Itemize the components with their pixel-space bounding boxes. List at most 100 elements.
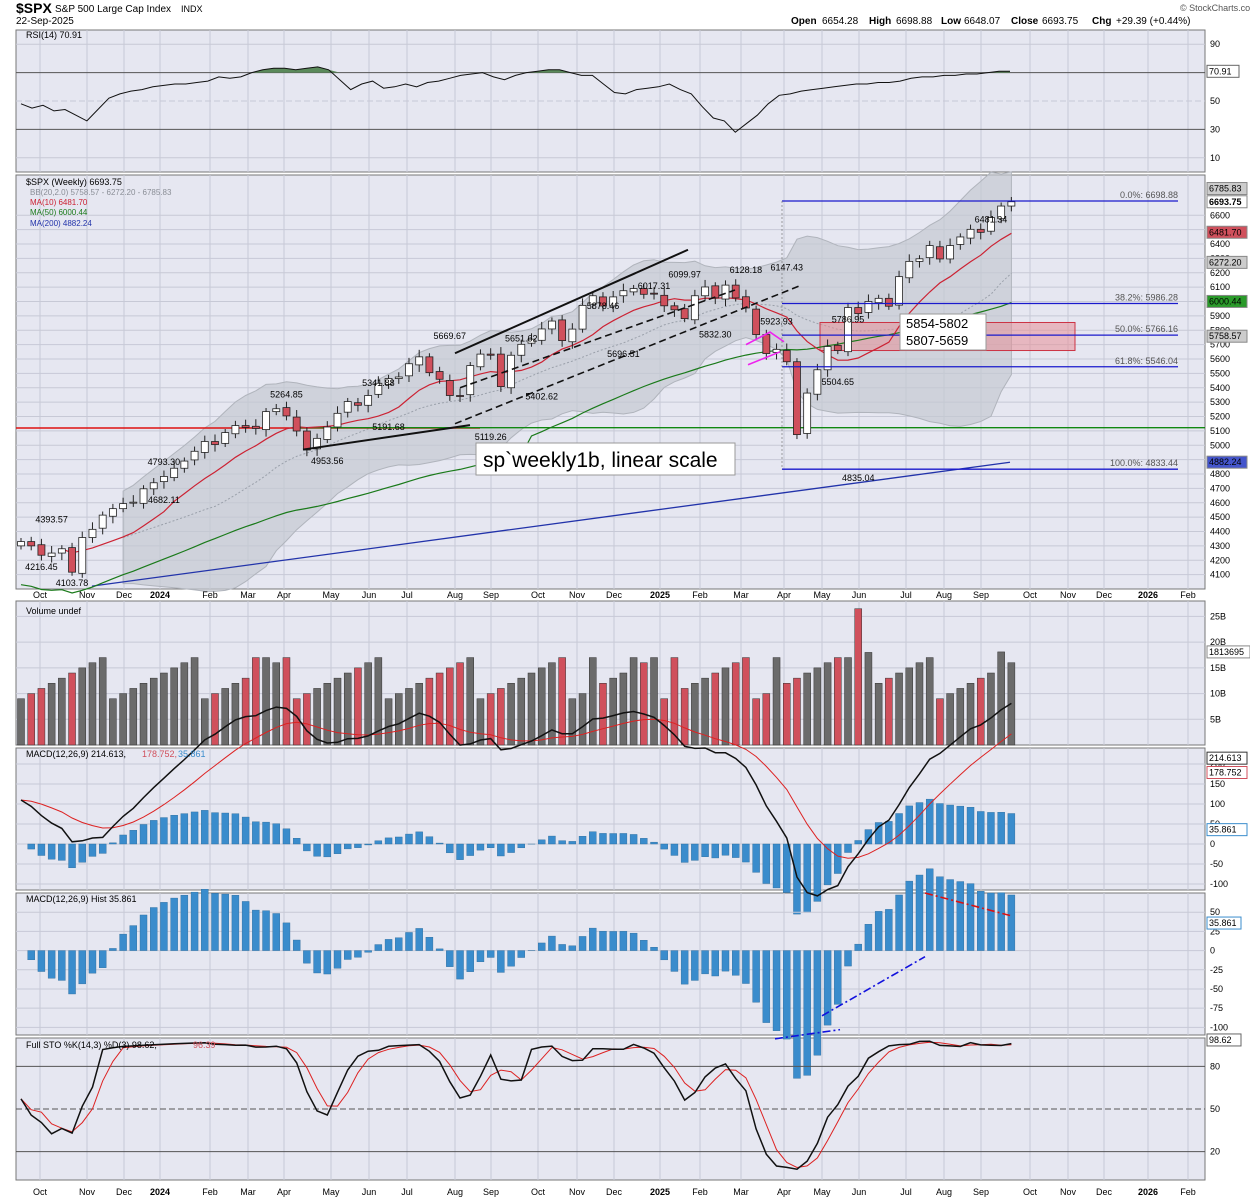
price-annotation: 5402.62 xyxy=(525,391,558,401)
hist-bar xyxy=(946,879,954,951)
rsi-last-value: 70.91 xyxy=(1209,66,1232,76)
volume-legend: Volume undef xyxy=(26,606,82,616)
candle-body xyxy=(323,426,332,440)
macd-hist-bar xyxy=(88,843,97,857)
chart-note: sp`weekly1b, linear scale xyxy=(483,449,718,472)
volume-bar xyxy=(333,677,342,746)
hist-bar xyxy=(435,948,444,951)
price-annotation: 6099.97 xyxy=(668,269,701,279)
x-tick-label-bottom: Oct xyxy=(531,1187,546,1197)
chart-name: S&P 500 Large Cap Index xyxy=(55,4,171,15)
candle-body xyxy=(466,365,475,396)
price-right-badge xyxy=(1206,255,1248,269)
hist-y-tick: 0 xyxy=(1210,946,1215,956)
ma10-legend: MA(10) 6481.70 xyxy=(30,198,88,207)
hist-bar xyxy=(701,950,709,975)
macd-hist-bar xyxy=(711,843,719,859)
volume-bar xyxy=(793,677,801,746)
volume-bar xyxy=(731,662,740,746)
hist-bar xyxy=(333,950,342,969)
volume-bar xyxy=(742,657,750,746)
candle-body xyxy=(915,258,924,262)
macd-hist-bar xyxy=(977,811,985,845)
volume-bar xyxy=(252,657,260,746)
volume-bar xyxy=(885,677,893,746)
candle-body xyxy=(537,328,546,341)
volume-bar xyxy=(854,608,862,746)
hist-bar xyxy=(762,950,771,1023)
hist-bar xyxy=(619,931,628,951)
hist-bar xyxy=(670,950,679,972)
zone-label-2: 5807-5659 xyxy=(906,333,968,348)
hist-bar xyxy=(987,892,995,951)
watermark: © StockCharts.com xyxy=(1180,3,1250,13)
x-tick-label-bottom: Aug xyxy=(447,1187,463,1197)
rsi-last-badge xyxy=(1206,64,1240,78)
stoch-k-line xyxy=(20,1040,1012,1170)
candle-body xyxy=(211,441,219,445)
volume-bar xyxy=(997,651,1005,746)
hist-bar xyxy=(966,883,975,951)
candle-body xyxy=(108,508,117,517)
volume-bar xyxy=(68,672,76,746)
candle-body xyxy=(976,228,985,233)
hist-bar xyxy=(578,936,587,951)
chg-value: +29.39 (+0.44%) xyxy=(1116,16,1191,27)
candle-body xyxy=(803,392,812,434)
x-tick-label-bottom: Dec xyxy=(116,1187,133,1197)
hist-bar xyxy=(384,939,393,951)
hist-y-tick: -100 xyxy=(1210,1022,1228,1032)
candle-body xyxy=(599,296,607,307)
price-annotation: 5504.65 xyxy=(822,377,855,387)
hist-bar xyxy=(813,950,822,1056)
macd-hist-bar xyxy=(384,837,393,845)
macd-hist-bar xyxy=(578,836,587,845)
hist-bar xyxy=(803,950,811,1076)
hist-bar xyxy=(783,950,791,1040)
channel-mid-line xyxy=(459,289,736,389)
hist-bar xyxy=(895,894,903,951)
price-right-label: 6272.20 xyxy=(1209,257,1242,267)
price-legend: $SPX (Weekly) 6693.75 xyxy=(26,177,122,187)
candle-body xyxy=(874,297,883,304)
x-tick-label-top: Oct xyxy=(531,590,546,600)
bb-legend: BB(20,2.0) 5758.57 - 6272.20 - 6785.83 xyxy=(30,188,172,197)
hist-bar xyxy=(885,909,893,951)
hist-bar xyxy=(538,942,546,951)
stoch-y-tick: 80 xyxy=(1210,1061,1220,1071)
candle-body xyxy=(57,548,66,554)
candle-body xyxy=(160,476,168,483)
x-tick-label-top: Oct xyxy=(1023,590,1038,600)
stoch-last-value: 98.62 xyxy=(1209,1035,1232,1045)
x-tick-label-top: May xyxy=(813,590,831,600)
x-tick-label-bottom: Nov xyxy=(569,1187,586,1197)
hist-bar xyxy=(752,950,760,1003)
x-tick-label-top: Sep xyxy=(973,590,989,600)
zone-label-box xyxy=(899,313,987,351)
volume-bar xyxy=(629,657,638,746)
volume-bar xyxy=(772,657,781,746)
price-y-tick: 5400 xyxy=(1210,383,1230,393)
x-tick-label-top: 2025 xyxy=(650,590,670,600)
bearish-divergence-line xyxy=(924,892,1013,917)
candle-body xyxy=(609,296,618,307)
x-tick-label-bottom: Oct xyxy=(33,1187,48,1197)
candle-body xyxy=(548,320,556,330)
candle-body xyxy=(486,353,495,356)
macd-hist-bar xyxy=(874,822,883,845)
volume-bar xyxy=(343,672,352,746)
ma10-line xyxy=(61,232,1012,554)
fib-label: 38.2%: 5986.28 xyxy=(1115,292,1178,302)
volume-bar xyxy=(272,662,280,746)
macd-hist-bar xyxy=(395,836,403,845)
macd-hist-bar xyxy=(670,843,679,856)
price-y-tick: 5100 xyxy=(1210,426,1230,436)
price-right-label: 4882.24 xyxy=(1209,457,1242,467)
candle-body xyxy=(384,378,393,385)
macd-hist-bar xyxy=(650,841,658,845)
candle-body xyxy=(895,276,903,306)
hist-bar xyxy=(650,946,658,951)
price-annotation: 5696.51 xyxy=(607,349,640,359)
macd-hist-bar xyxy=(37,843,46,856)
